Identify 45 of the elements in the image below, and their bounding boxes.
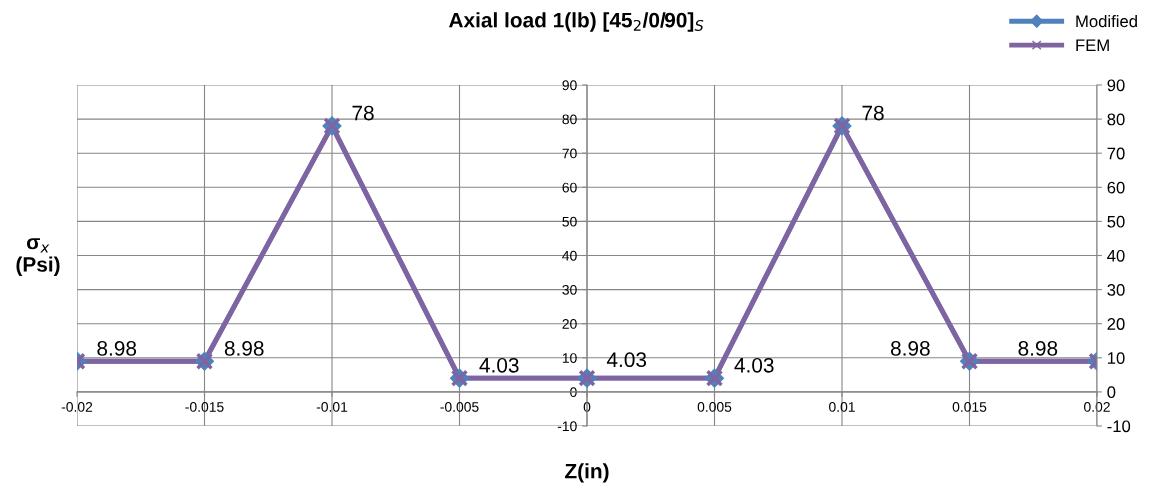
y2-tick-label: 0 (1107, 386, 1116, 399)
y2-tick-label: 10 (1107, 352, 1125, 364)
y2-tick-label: 60 (1107, 181, 1125, 194)
data-label: 8.98 (224, 341, 264, 356)
y2-tick-label: 20 (1107, 318, 1125, 330)
x-axis-title: Z(in) (565, 463, 609, 483)
y2-tick-label: 50 (1107, 215, 1125, 228)
y-tick-label: -10 (557, 421, 577, 432)
y2-tick-label: 90 (1107, 79, 1125, 92)
x-tick-label: 0.01 (829, 401, 855, 412)
y-tick-label: 90 (562, 80, 577, 91)
y-tick-label: 10 (562, 353, 577, 363)
x-tick-label: 0.02 (1084, 401, 1110, 412)
x-tick-label: -0.02 (61, 401, 93, 412)
legend-label: FEM (1076, 39, 1109, 51)
chart-title: Axial load 1(lb) [45$_{2}$/0/90]$_{S}$ (449, 12, 704, 32)
y-tick-label: 70 (562, 148, 577, 159)
x-tick-label: 0.015 (952, 401, 987, 412)
legend-label: Modified (1076, 15, 1137, 28)
y2-tick-label: 40 (1107, 249, 1125, 262)
y-tick-label: 60 (562, 182, 577, 193)
y-tick-label: 0 (570, 387, 577, 398)
data-label: 78 (862, 105, 884, 121)
data-label: 78 (352, 105, 374, 121)
y-tick-label: 50 (562, 216, 577, 227)
data-label: 4.03 (734, 357, 774, 373)
x-tick-label: -0.01 (316, 401, 348, 412)
x-tick-label: 0 (583, 401, 591, 412)
data-label: 4.03 (479, 357, 519, 373)
y-tick-label: 20 (562, 319, 577, 329)
x-tick-label: 0.005 (697, 401, 732, 412)
y2-tick-label: 30 (1107, 284, 1125, 296)
y-tick-label: 30 (562, 284, 577, 295)
y-axis-title: σ$_{x}$ (Psi) (16, 238, 60, 276)
y-tick-label: 40 (562, 250, 577, 261)
x-tick-label: -0.015 (185, 401, 224, 412)
data-label: 8.98 (890, 341, 930, 356)
y-tick-label: 80 (562, 114, 577, 125)
y2-tick-label: -10 (1107, 420, 1131, 433)
data-label: 8.98 (1018, 341, 1058, 356)
data-label: 4.03 (606, 352, 647, 368)
data-label: 8.98 (97, 341, 137, 356)
x-tick-label: -0.005 (440, 401, 479, 412)
y2-tick-label: 70 (1107, 147, 1125, 160)
y2-tick-label: 80 (1107, 113, 1125, 126)
